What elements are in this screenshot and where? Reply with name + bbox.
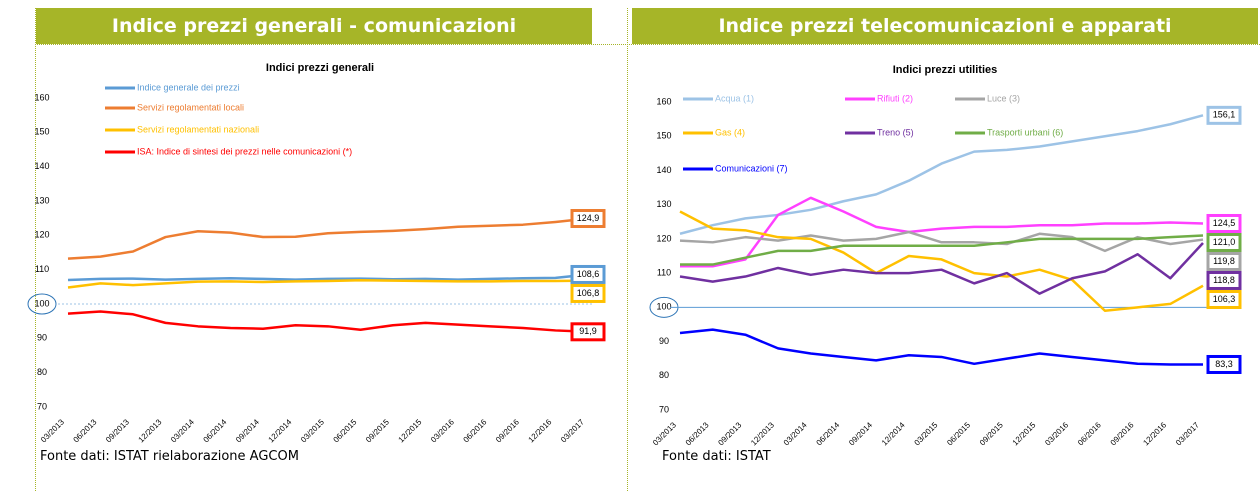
y-tick-label: 160 [34,92,49,102]
line-series [67,279,589,289]
line-series [679,114,1204,235]
value-label-box [570,322,606,342]
y-tick-label: 100 [656,302,671,312]
y-tick-label: 140 [34,161,49,171]
line-series [67,310,589,334]
y-tick-label: 90 [659,336,669,346]
legend-label: ISA: Indice di sintesi dei prezzi nelle … [137,146,352,156]
value-label: 91,9 [579,326,597,336]
line-series [679,210,1204,313]
value-label-box [1206,213,1242,233]
legend-label: Treno (5) [877,127,914,137]
y-tick-label: 70 [37,401,47,411]
legend-label: Acqua (1) [715,93,754,103]
y-tick-label: 90 [37,333,47,343]
line-series [679,242,1204,295]
value-label-box [570,283,606,303]
value-label: 108,6 [577,269,600,279]
value-label-box [1206,105,1242,125]
line-series [680,196,1204,268]
line-series [679,230,1204,253]
chart-title: Indici prezzi utilities [893,64,998,76]
value-label: 106,3 [1213,294,1236,304]
value-label: 83,3 [1215,359,1233,369]
chart-title: Indici prezzi generali [266,62,374,74]
y-tick-label: 130 [656,199,671,209]
y-tick-label: 80 [659,370,669,380]
y-tick-label: 130 [34,195,49,205]
legend-label: Gas (4) [715,127,745,137]
source-note: Fonte dati: ISTAT rielaborazione AGCOM [40,449,299,464]
y-tick-label: 110 [657,267,671,277]
y-tick-label: 80 [37,367,47,377]
panel-border [627,8,628,491]
y-tick-label: 160 [656,96,671,106]
y-tick-label: 150 [34,127,49,137]
legend-label: Trasporti urbani (6) [987,127,1063,137]
legend-label: Comunicazioni (7) [715,163,788,173]
value-label: 121,0 [1213,237,1236,247]
y-tick-label: 120 [656,233,671,243]
value-label: 124,9 [577,213,600,223]
y-tick-label: 150 [656,131,671,141]
value-label-box [1206,251,1242,271]
value-label-box [1206,289,1242,309]
panel-border [35,8,36,491]
value-label: 106,8 [577,288,600,298]
value-label: 118,8 [1213,275,1235,285]
value-label: 156,1 [1213,110,1236,120]
value-label-box [1206,354,1242,374]
y-tick-label: 110 [35,264,49,274]
y-tick-label: 120 [34,230,49,240]
reference-circle [27,293,57,315]
legend-label: Servizi regolamentati nazionali [137,124,259,134]
value-label-box [1206,232,1242,252]
legend-label: Rifiuti (2) [877,93,913,103]
chart-background [38,55,623,465]
legend-label: Luce (3) [987,93,1020,103]
line-series [679,328,1203,366]
value-label-box [1206,270,1242,290]
panel-header: Indice prezzi telecomunicazioni e appara… [632,8,1258,44]
y-tick-label: 140 [656,165,671,175]
source-note: Fonte dati: ISTAT [662,449,771,464]
value-label: 119,8 [1213,256,1235,266]
value-label-box [570,264,606,284]
value-label: 124,5 [1213,218,1236,228]
y-tick-label: 70 [659,404,669,414]
line-series [67,273,589,282]
panel-border [35,44,1260,45]
line-series [67,217,589,260]
legend-label: Indice generale dei prezzi [137,82,240,92]
legend-label: Servizi regolamentati locali [137,102,244,112]
value-label-box [570,209,606,229]
panel-header: Indice prezzi generali - comunicazioni [36,8,592,44]
y-tick-label: 100 [34,298,49,308]
line-series [680,234,1204,266]
